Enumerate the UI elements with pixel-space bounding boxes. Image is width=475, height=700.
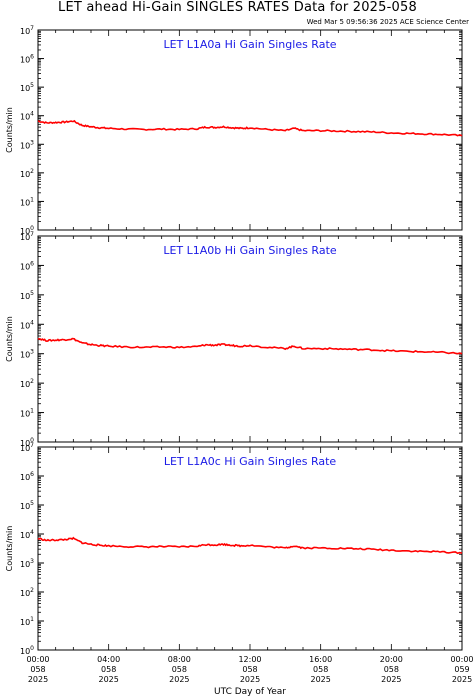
x-tick-label-doy: 059 [454,665,469,674]
panel-frame-2 [37,235,463,443]
x-tick-label-time: 16:00 [309,655,332,664]
x-tick-label-time: 12:00 [238,655,261,664]
y-tick-label: 106 [20,54,34,65]
x-tick-label-doy: 058 [242,665,257,674]
y-tick-label: 102 [20,587,34,598]
x-tick-label-doy: 058 [30,665,45,674]
y-axis-label: Counts/min [5,107,14,153]
y-axis-label: Counts/min [5,526,14,572]
x-tick-label-year: 2025 [381,675,401,684]
x-tick-label-doy: 058 [313,665,328,674]
panel-title-3: LET L1A0c Hi Gain Singles Rate [164,455,337,468]
x-tick-label-time: 04:00 [97,655,120,664]
x-axis-label: UTC Day of Year [214,687,286,697]
y-tick-label: 103 [20,558,34,569]
y-tick-label: 100 [20,437,34,448]
y-tick-label: 106 [20,471,34,482]
y-tick-label: 106 [20,260,34,271]
y-tick-label: 102 [20,168,34,179]
y-tick-label: 100 [20,645,34,656]
y-tick-label: 102 [20,378,34,389]
chart-main-title: LET ahead Hi-Gain SINGLES RATES Data for… [58,0,417,15]
x-tick-label-year: 2025 [240,675,260,684]
y-axis-label: Counts/min [5,316,14,362]
y-tick-label: 103 [20,139,34,150]
x-tick-label-year: 2025 [452,675,472,684]
panel-frame-1 [37,29,463,231]
x-tick-label-year: 2025 [28,675,48,684]
y-tick-label: 105 [20,500,34,511]
panel-frame-3 [37,446,463,651]
y-tick-label: 107 [20,25,34,36]
series-line-3 [37,536,463,555]
y-tick-label: 104 [20,111,34,122]
y-tick-label: 104 [20,319,34,330]
x-tick-label-time: 08:00 [168,655,191,664]
x-tick-label-doy: 058 [384,665,399,674]
y-tick-label: 105 [20,290,34,301]
x-tick-label-doy: 058 [172,665,187,674]
panel-title-2: LET L1A0b Hi Gain Singles Rate [163,244,337,257]
y-tick-label: 104 [20,529,34,540]
x-tick-label-year: 2025 [310,675,330,684]
x-tick-label-time: 00:00 [450,655,473,664]
y-tick-label: 101 [20,616,34,627]
y-tick-label: 101 [20,196,34,207]
y-tick-label: 101 [20,408,34,419]
y-tick-label: 100 [20,225,34,236]
y-tick-label: 107 [20,231,34,242]
x-tick-label-time: 20:00 [380,655,403,664]
x-tick-label-year: 2025 [169,675,189,684]
y-tick-label: 103 [20,349,34,360]
generation-timestamp: Wed Mar 5 09:56:36 2025 ACE Science Cent… [306,18,469,26]
y-tick-label: 105 [20,82,34,93]
panel-title-1: LET L1A0a Hi Gain Singles Rate [163,38,336,51]
series-line-2 [37,337,463,355]
x-tick-label-time: 00:00 [26,655,49,664]
x-tick-label-year: 2025 [98,675,118,684]
series-line-1 [37,119,463,137]
y-tick-label: 107 [20,442,34,453]
x-tick-label-doy: 058 [101,665,116,674]
